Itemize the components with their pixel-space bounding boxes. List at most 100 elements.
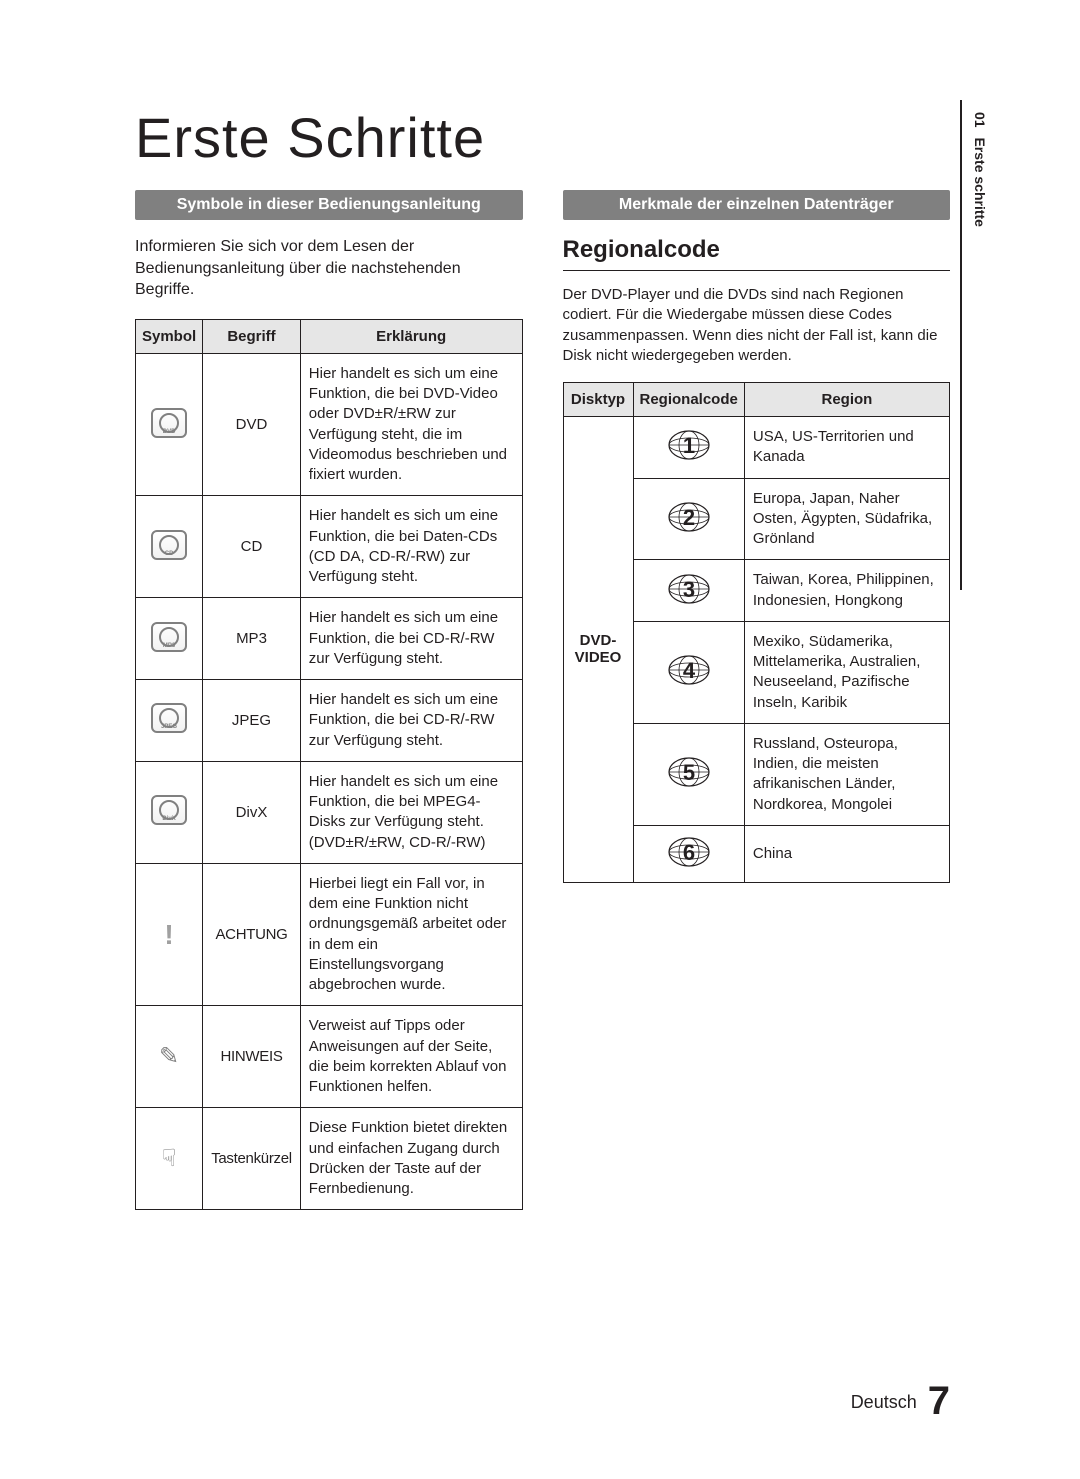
regioncode-cell: 1	[633, 417, 744, 479]
symbols-th-symbol: Symbol	[136, 319, 203, 353]
term-text: DVD	[236, 416, 268, 433]
symbol-cell: ☟	[136, 1108, 203, 1210]
region-desc-cell: USA, US-Territorien und Kanada	[744, 417, 949, 479]
side-divider	[960, 100, 962, 590]
disc-icon	[151, 408, 187, 438]
symbols-th-expl: Erklärung	[300, 319, 522, 353]
symbol-cell	[136, 761, 203, 863]
globe-icon: 6	[667, 836, 711, 868]
term-cell: Tastenkürzel	[203, 1108, 301, 1210]
globe-icon: 3	[667, 573, 711, 605]
symbol-cell: ✎	[136, 1006, 203, 1108]
regions-table: Disktyp Regionalcode Region DVD-VIDEO1US…	[563, 382, 951, 883]
symbol-cell	[136, 680, 203, 762]
table-row: MP3 Hier handelt es sich um eine Funktion…	[136, 598, 523, 680]
regioncode-cell: 3	[633, 560, 744, 622]
table-row: CD Hier handelt es sich um eine Funktion,…	[136, 496, 523, 598]
symbol-cell	[136, 598, 203, 680]
region-desc-cell: Taiwan, Korea, Philippinen, Indonesien, …	[744, 560, 949, 622]
table-row: DVD-VIDEO1USA, US-Territorien und Kanada	[563, 417, 950, 479]
table-row: JPEG Hier handelt es sich um eine Funktio…	[136, 680, 523, 762]
term-cell: ACHTUNG	[203, 863, 301, 1006]
heading-rule	[563, 270, 951, 271]
regioncode-paragraph: Der DVD-Player und die DVDs sind nach Re…	[563, 285, 951, 366]
term-text: HINWEIS	[220, 1048, 282, 1065]
symbols-th-term: Begriff	[203, 319, 301, 353]
disc-icon	[151, 703, 187, 733]
term-text: MP3	[236, 630, 267, 647]
symbol-cell	[136, 353, 203, 496]
regioncode-cell: 5	[633, 723, 744, 825]
term-text: Tastenkürzel	[211, 1150, 292, 1167]
disktype-cell: DVD-VIDEO	[563, 417, 633, 883]
regions-th-disktype: Disktyp	[563, 383, 633, 417]
footer-language: Deutsch	[851, 1392, 917, 1412]
explanation-cell: Hier handelt es sich um eine Funktion, d…	[300, 761, 522, 863]
region-desc-cell: Mexiko, Südamerika, Mittelamerika, Austr…	[744, 621, 949, 723]
globe-icon: 2	[667, 501, 711, 533]
regioncode-heading: Regionalcode	[563, 236, 951, 264]
svg-text:5: 5	[683, 760, 695, 785]
explanation-cell: Verweist auf Tipps oder Anweisungen auf …	[300, 1006, 522, 1108]
term-text: DivX	[236, 804, 268, 821]
term-cell: CD	[203, 496, 301, 598]
two-column-layout: Symbole in dieser Bedienungsanleitung In…	[135, 190, 950, 1210]
symbol-cell: !	[136, 863, 203, 1006]
left-column: Symbole in dieser Bedienungsanleitung In…	[135, 190, 523, 1210]
manual-page: 01 Erste schritte Erste Schritte Symbole…	[0, 0, 1080, 1479]
explanation-cell: Hier handelt es sich um eine Funktion, d…	[300, 496, 522, 598]
term-cell: DivX	[203, 761, 301, 863]
term-text: CD	[241, 538, 263, 555]
regions-tbody: DVD-VIDEO 1 USA, US-Territorien und Kanada…	[563, 417, 950, 883]
svg-text:6: 6	[683, 840, 695, 865]
side-tab-label: Erste schritte	[972, 137, 988, 226]
term-cell: HINWEIS	[203, 1006, 301, 1108]
disc-icon	[151, 530, 187, 560]
svg-text:3: 3	[683, 577, 695, 602]
explanation-cell: Hier handelt es sich um eine Funktion, d…	[300, 353, 522, 496]
svg-text:2: 2	[683, 505, 695, 530]
svg-text:4: 4	[683, 658, 696, 683]
page-title: Erste Schritte	[135, 105, 950, 170]
explanation-cell: Hier handelt es sich um eine Funktion, d…	[300, 680, 522, 762]
regioncode-cell: 4	[633, 621, 744, 723]
page-footer: Deutsch 7	[851, 1379, 950, 1424]
region-desc-cell: China	[744, 825, 949, 882]
section-bar-media: Merkmale der einzelnen Datenträger	[563, 190, 951, 220]
table-row: ✎ HINWEIS Verweist auf Tipps oder Anweisun…	[136, 1006, 523, 1108]
term-text: ACHTUNG	[215, 926, 287, 943]
table-row: DVD Hier handelt es sich um eine Funktion…	[136, 353, 523, 496]
side-tab: 01 Erste schritte	[972, 112, 988, 227]
explanation-cell: Hier handelt es sich um eine Funktion, d…	[300, 598, 522, 680]
note-icon: ✎	[159, 1043, 179, 1070]
shortcut-icon: ☟	[162, 1145, 177, 1172]
region-desc-cell: Europa, Japan, Naher Osten, Ägypten, Süd…	[744, 478, 949, 560]
svg-text:1: 1	[683, 433, 695, 458]
symbol-cell	[136, 496, 203, 598]
table-row: !ACHTUNGHierbei liegt ein Fall vor, in d…	[136, 863, 523, 1006]
warning-icon: !	[164, 919, 173, 950]
disc-icon	[151, 622, 187, 652]
table-row: ☟ Tastenkürzel Diese Funktion bietet direk…	[136, 1108, 523, 1210]
regioncode-cell: 2	[633, 478, 744, 560]
regions-th-region: Region	[744, 383, 949, 417]
symbols-tbody: DVD Hier handelt es sich um eine Funktion…	[136, 353, 523, 1210]
symbols-table: Symbol Begriff Erklärung DVD Hier handelt…	[135, 319, 523, 1211]
globe-icon: 1	[667, 429, 711, 461]
term-cell: JPEG	[203, 680, 301, 762]
footer-page-number: 7	[928, 1379, 950, 1423]
section-bar-symbols: Symbole in dieser Bedienungsanleitung	[135, 190, 523, 220]
right-column: Merkmale der einzelnen Datenträger Regio…	[563, 190, 951, 1210]
globe-icon: 4	[667, 654, 711, 686]
explanation-cell: Diese Funktion bietet direkten und einfa…	[300, 1108, 522, 1210]
table-row: DivX Hier handelt es sich um eine Funktio…	[136, 761, 523, 863]
globe-icon: 5	[667, 756, 711, 788]
regioncode-cell: 6	[633, 825, 744, 882]
region-desc-cell: Russland, Osteuropa, Indien, die meisten…	[744, 723, 949, 825]
side-tab-number: 01	[972, 112, 988, 128]
term-cell: DVD	[203, 353, 301, 496]
disc-icon	[151, 795, 187, 825]
intro-text: Informieren Sie sich vor dem Lesen der B…	[135, 236, 523, 301]
term-text: JPEG	[232, 712, 271, 729]
term-cell: MP3	[203, 598, 301, 680]
